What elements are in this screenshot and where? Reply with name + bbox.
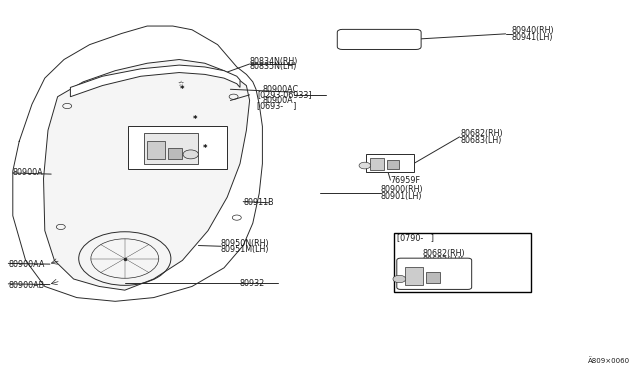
Text: *: * bbox=[180, 85, 185, 94]
Circle shape bbox=[393, 275, 406, 283]
Text: 80900A: 80900A bbox=[13, 169, 44, 177]
Text: *: * bbox=[202, 144, 207, 153]
Bar bbox=[387, 160, 399, 169]
Text: ☆: ☆ bbox=[178, 81, 184, 87]
Text: 80834N(RH): 80834N(RH) bbox=[250, 57, 298, 66]
Circle shape bbox=[359, 162, 371, 169]
Text: 80682(RH): 80682(RH) bbox=[422, 249, 465, 258]
Text: *: * bbox=[193, 115, 198, 124]
Text: 80901(LH): 80901(LH) bbox=[381, 192, 422, 201]
Text: 80900(RH): 80900(RH) bbox=[381, 185, 424, 194]
Bar bbox=[366, 154, 414, 172]
Text: 80900A: 80900A bbox=[262, 96, 293, 105]
Text: 80911B: 80911B bbox=[243, 198, 274, 207]
Bar bbox=[405, 267, 423, 285]
Bar bbox=[168, 148, 182, 159]
Text: [0790-   ]: [0790- ] bbox=[397, 233, 434, 242]
Text: 80900AA: 80900AA bbox=[8, 260, 45, 269]
Bar bbox=[370, 158, 384, 170]
Text: 80941(LH): 80941(LH) bbox=[512, 33, 554, 42]
Text: 76959F: 76959F bbox=[390, 176, 420, 185]
Bar bbox=[426, 272, 440, 283]
Text: 80940(RH): 80940(RH) bbox=[512, 26, 555, 35]
Text: 80900AB: 80900AB bbox=[8, 281, 44, 290]
Bar bbox=[147, 141, 165, 159]
FancyBboxPatch shape bbox=[337, 29, 421, 49]
Text: 80835N(LH): 80835N(LH) bbox=[250, 62, 297, 71]
FancyBboxPatch shape bbox=[397, 258, 472, 289]
Polygon shape bbox=[44, 60, 250, 290]
Text: [0293-06933]: [0293-06933] bbox=[257, 90, 312, 99]
Bar bbox=[144, 133, 198, 164]
Text: 80951M(LH): 80951M(LH) bbox=[221, 246, 269, 254]
Text: ★: ★ bbox=[178, 81, 184, 87]
Text: 80682(RH): 80682(RH) bbox=[461, 129, 504, 138]
Text: [0693-    ]: [0693- ] bbox=[257, 102, 297, 110]
Text: Ä809×0060: Ä809×0060 bbox=[588, 357, 630, 364]
Text: 80932: 80932 bbox=[240, 279, 265, 288]
Text: 80950N(RH): 80950N(RH) bbox=[221, 239, 269, 248]
Bar bbox=[394, 233, 531, 292]
Text: 80900AC: 80900AC bbox=[262, 85, 298, 94]
Text: 80683(LH): 80683(LH) bbox=[461, 136, 502, 145]
Bar bbox=[128, 126, 227, 169]
Text: 80683(LH): 80683(LH) bbox=[422, 256, 464, 265]
Polygon shape bbox=[70, 65, 240, 97]
Circle shape bbox=[183, 150, 198, 159]
